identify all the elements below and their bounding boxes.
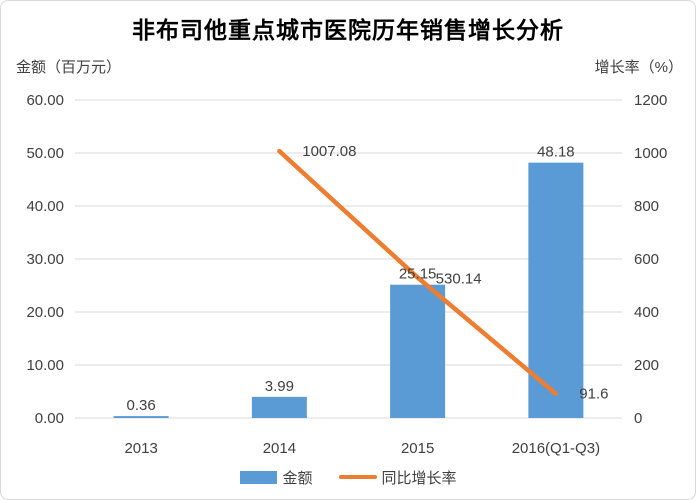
bar-2015: [390, 284, 446, 418]
left-axis-tick-label: 30.00: [26, 251, 64, 268]
legend-label-growth: 同比增长率: [381, 469, 457, 487]
legend-item-growth: 同比增长率: [338, 467, 457, 488]
right-axis-tick-label: 800: [634, 198, 659, 215]
legend: 金额 同比增长率: [72, 465, 625, 489]
bar-data-label: 0.36: [127, 397, 156, 414]
right-axis-tick-label: 0: [634, 410, 642, 427]
right-axis-title: 增长率（%）: [594, 59, 683, 76]
right-axis-tick-label: 600: [634, 251, 659, 268]
growth-rate-line: [277, 148, 559, 396]
left-axis-tick-label: 0.00: [35, 410, 64, 427]
legend-item-amount: 金额: [240, 467, 313, 488]
x-axis-category-label: 2013: [124, 440, 157, 457]
x-axis-category-label: 2015: [401, 440, 434, 457]
left-axis-title: 金额（百万元）: [16, 59, 122, 76]
x-axis-category-label: 2016(Q1-Q3): [512, 440, 600, 457]
line-data-label: 530.14: [436, 271, 482, 288]
left-axis-tick-label: 40.00: [26, 198, 64, 215]
line-data-label: 1007.08: [302, 143, 356, 160]
left-axis-tick-label: 10.00: [26, 357, 64, 374]
chart-title: 非布司他重点城市医院历年销售增长分析: [132, 17, 564, 43]
right-axis-tick-label: 1200: [634, 92, 667, 109]
left-axis-tick-label: 50.00: [26, 145, 64, 162]
x-axis-category-label: 2014: [263, 440, 296, 457]
bar-2013: [113, 416, 169, 418]
bar-data-label: 48.18: [537, 144, 575, 161]
bar-data-label: 25.15: [399, 266, 437, 283]
bar-data-label: 3.99: [265, 378, 294, 395]
bar-2014: [251, 396, 307, 418]
right-axis-tick-label: 400: [634, 304, 659, 321]
left-axis-tick-label: 20.00: [26, 304, 64, 321]
line-data-label: 91.6: [579, 386, 608, 403]
amount-bar-swatch-icon: [240, 470, 278, 484]
growth-line-swatch-icon: [338, 474, 377, 480]
right-axis-tick-label: 200: [634, 357, 659, 374]
left-axis-tick-label: 60.00: [26, 92, 64, 109]
legend-label-amount: 金额: [282, 469, 313, 487]
right-axis-tick-label: 1000: [634, 145, 667, 162]
